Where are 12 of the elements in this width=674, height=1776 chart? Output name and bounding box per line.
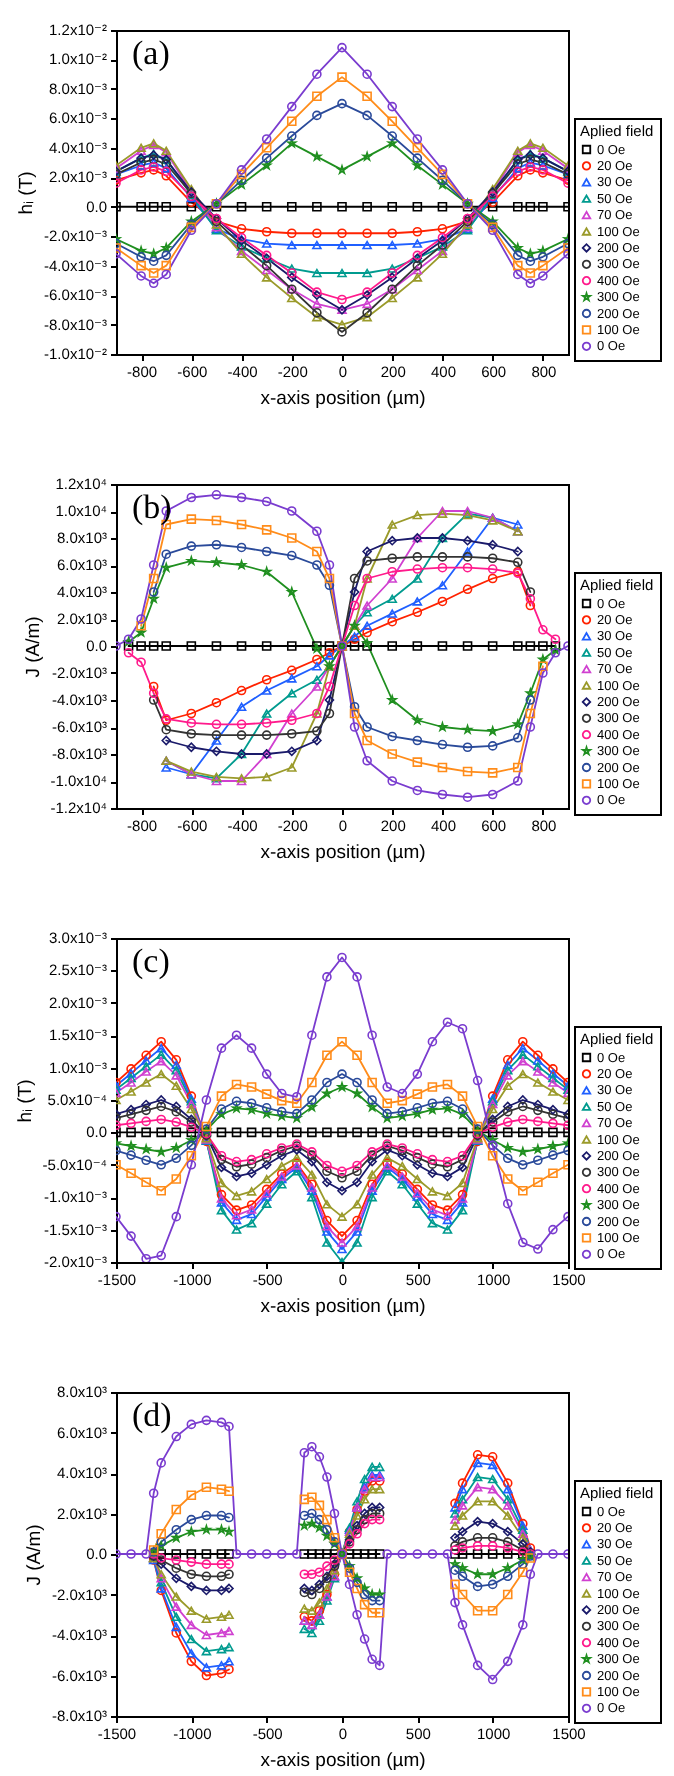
annotation: (c) [132,942,170,980]
y-axis-title: J (A/m) [23,1524,46,1586]
x-axis-title: x-axis position (µm) [260,842,426,864]
annotation: (d) [132,1396,172,1434]
annotation: (a) [132,34,170,72]
y-axis-title: hᵢ (T) [16,171,39,215]
y-axis-title: hᵢ (T) [14,1079,37,1123]
annotation: (b) [132,488,172,526]
y-axis-title: J (A/m) [22,616,45,678]
x-axis-title: x-axis position (µm) [260,1296,426,1318]
x-axis-title: x-axis position (µm) [260,1750,426,1772]
x-axis-title: x-axis position (µm) [260,388,426,410]
